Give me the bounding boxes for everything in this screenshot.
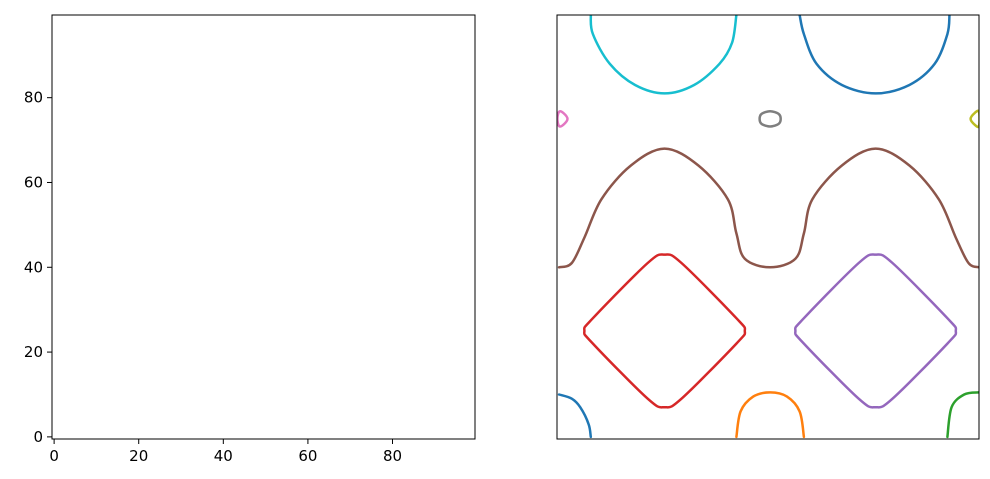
left-heatmap-panel: 0 20 40 60 80 0 20 40 60 80 (24, 14, 476, 465)
x-tick-label: 0 (49, 447, 59, 465)
left-x-axis: 0 20 40 60 80 (49, 439, 402, 465)
x-tick-label: 80 (383, 447, 402, 465)
y-tick-label: 40 (24, 258, 43, 276)
left-axes-frame (51, 14, 476, 440)
x-tick-label: 60 (298, 447, 317, 465)
right-contour-panel (556, 14, 980, 440)
y-tick-label: 0 (33, 428, 43, 446)
y-tick-label: 80 (24, 89, 43, 107)
x-tick-label: 40 (214, 447, 233, 465)
x-tick-label: 20 (129, 447, 148, 465)
left-y-axis: 0 20 40 60 80 (24, 89, 52, 446)
y-tick-label: 20 (24, 343, 43, 361)
y-tick-label: 60 (24, 173, 43, 191)
